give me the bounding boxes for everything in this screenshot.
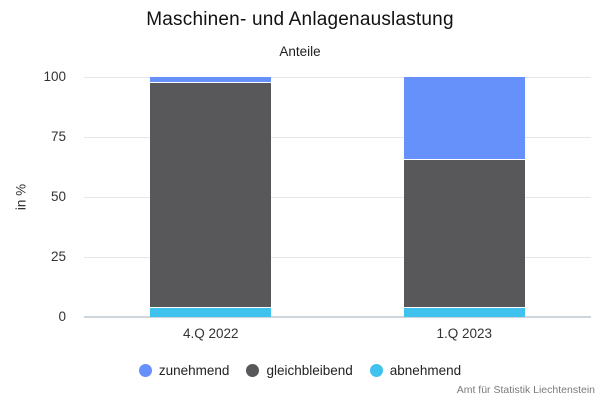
x-tick-label-4.Q-2022: 4.Q 2022 — [182, 326, 239, 341]
chart-subtitle: Anteile — [279, 44, 321, 59]
legend-item-zunehmend[interactable]: zunehmend — [138, 363, 230, 378]
y-tick-label-50: 50 — [50, 189, 66, 204]
source-note: Amt für Statistik Liechtenstein — [456, 384, 595, 396]
x-tick-label-1.Q-2023: 1.Q 2023 — [436, 326, 493, 341]
legend-label: zunehmend — [158, 363, 230, 378]
legend-label: abnehmend — [389, 363, 462, 378]
x-axis-line — [84, 316, 591, 318]
legend-dot-zunehmend — [138, 364, 152, 377]
bar-segment-zunehmend — [150, 77, 272, 82]
legend-item-gleichbleibend[interactable]: gleichbleibend — [246, 363, 353, 378]
legend: zunehmend gleichbleibend abnehmend — [0, 363, 600, 378]
plot-area — [84, 76, 591, 318]
legend-label: gleichbleibend — [266, 363, 353, 378]
stacked-bar-1.Q-2023 — [403, 77, 525, 317]
chart-title: Maschinen- und Anlagenauslastung — [146, 9, 454, 30]
legend-dot-abnehmend — [369, 364, 383, 377]
bar-segment-gleichbleibend — [150, 81, 272, 308]
stacked-bar-4.Q-2022 — [150, 77, 272, 317]
gridline-25 — [84, 256, 591, 258]
y-tick-label-0: 0 — [58, 309, 66, 324]
gridline-100 — [84, 76, 591, 78]
y-tick-label-25: 25 — [50, 249, 66, 264]
legend-dot-gleichbleibend — [246, 364, 260, 377]
bar-segment-abnehmend — [150, 307, 272, 317]
gridline-50 — [84, 196, 591, 198]
legend-item-abnehmend[interactable]: abnehmend — [369, 363, 462, 378]
bar-segment-zunehmend — [403, 77, 525, 159]
y-tick-label-100: 100 — [43, 69, 66, 84]
gridline-75 — [84, 136, 591, 138]
bar-segment-gleichbleibend — [403, 158, 525, 308]
bar-segment-abnehmend — [403, 307, 525, 317]
y-tick-label-75: 75 — [50, 129, 66, 144]
